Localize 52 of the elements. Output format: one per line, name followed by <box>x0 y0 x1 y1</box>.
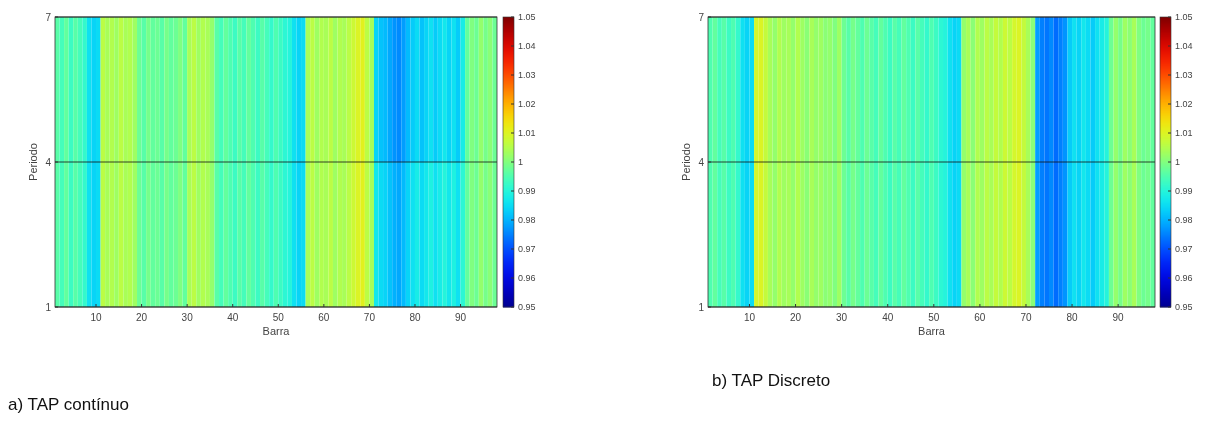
x-tick-label: 20 <box>136 312 148 323</box>
color-bar-label: 0.98 <box>1175 215 1193 225</box>
x-tick-label: 80 <box>1066 312 1079 323</box>
color-bar-label: 1.02 <box>518 99 536 109</box>
y-axis-title: Periodo <box>27 143 39 181</box>
color-bar-label: 1.04 <box>1175 41 1193 51</box>
x-axis-title: Barra <box>262 325 291 337</box>
color-bar-label: 1.02 <box>1175 99 1193 109</box>
text: a) TAP contínuo <box>8 395 129 414</box>
x-tick-label: 10 <box>90 312 103 323</box>
x-tick-label: 60 <box>974 312 986 323</box>
color-bar-label: 0.95 <box>518 302 536 312</box>
color-bar-label: 0.99 <box>518 186 536 196</box>
x-tick-label: 80 <box>409 312 421 323</box>
color-bar-label: 1.05 <box>518 12 536 22</box>
x-tick-label: 30 <box>181 312 194 323</box>
x-tick-label: 50 <box>928 312 940 323</box>
color-bar-label: 1.01 <box>518 128 536 138</box>
color-bar-label: 0.97 <box>518 244 536 254</box>
y-tick-label: 1 <box>45 301 52 313</box>
x-axis-title: Barra <box>918 325 946 337</box>
x-tick-label: 20 <box>789 312 802 323</box>
x-tick-label: 40 <box>882 312 894 323</box>
y-axis-title: Periodo <box>680 143 692 181</box>
color-bar-label: 0.98 <box>518 215 536 225</box>
x-tick-label: 70 <box>363 312 376 323</box>
color-bar-label: 0.96 <box>518 273 536 283</box>
color-bar-label: 1.05 <box>1175 12 1193 22</box>
color-bar-label: 0.99 <box>1175 186 1193 196</box>
x-tick-label: 30 <box>836 312 848 323</box>
color-bar-label: 0.95 <box>1175 302 1193 312</box>
y-tick-label: 7 <box>45 11 52 23</box>
text: b) TAP Discreto <box>712 371 831 390</box>
y-tick-label: 7 <box>698 11 705 23</box>
color-bar-label: 1 <box>518 157 524 167</box>
color-bar-label: 1 <box>1175 157 1181 167</box>
x-tick-label: 90 <box>454 312 467 323</box>
x-tick-label: 70 <box>1020 312 1032 323</box>
x-tick-label: 10 <box>743 312 756 323</box>
color-bar-label: 1.04 <box>518 41 536 51</box>
y-tick-label: 1 <box>698 301 705 313</box>
color-bar-label: 1.03 <box>518 70 536 80</box>
x-tick-label: 50 <box>272 312 285 323</box>
color-bar-label: 0.96 <box>1175 273 1193 283</box>
y-tick-label: 4 <box>698 156 705 168</box>
color-bar-label: 1.03 <box>1175 70 1193 80</box>
color-bar-label: 1.01 <box>1175 128 1193 138</box>
x-tick-label: 40 <box>227 312 239 323</box>
x-tick-label: 60 <box>318 312 330 323</box>
y-tick-label: 4 <box>45 156 52 168</box>
color-bar-label: 0.97 <box>1175 244 1193 254</box>
x-tick-label: 90 <box>1112 312 1125 323</box>
